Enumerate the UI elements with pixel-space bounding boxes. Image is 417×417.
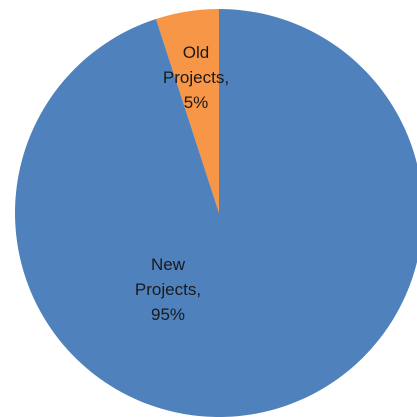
data-label-old-projects: Old Projects, 5% — [163, 43, 229, 112]
pie-slice-new-projects — [15, 9, 417, 417]
slices-layer — [15, 9, 417, 417]
labels-layer: Old Projects, 5% New Projects, 95% — [135, 43, 229, 324]
pie-slice-old-projects — [155, 9, 219, 213]
data-label-new-projects: New Projects, 95% — [135, 255, 201, 324]
